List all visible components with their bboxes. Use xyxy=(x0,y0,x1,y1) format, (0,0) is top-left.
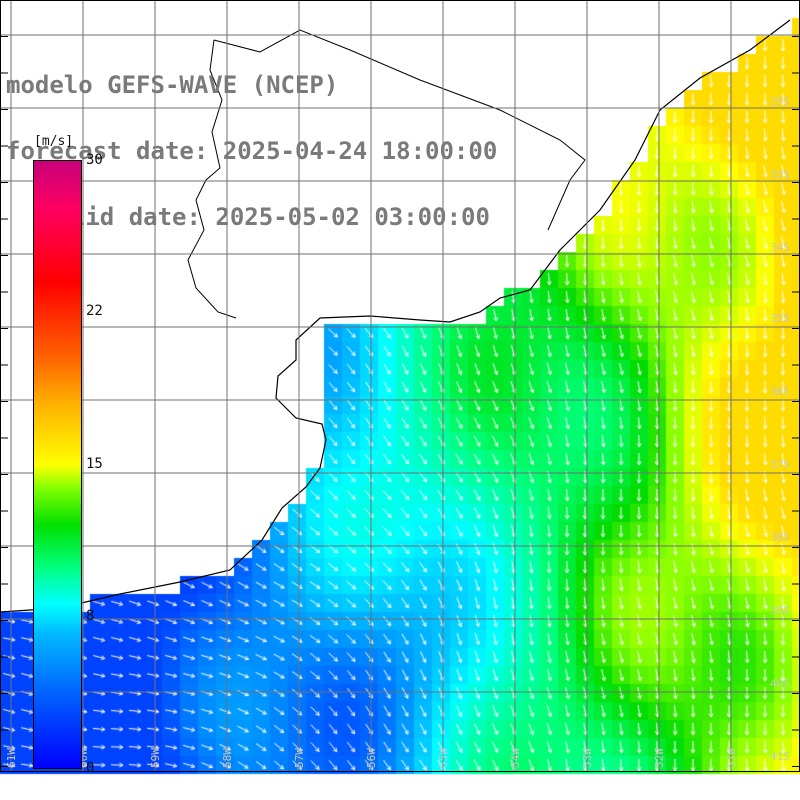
lon-label: 56W xyxy=(365,748,378,768)
lat-label: 38S xyxy=(770,531,790,544)
colorbar-tick-15: 15 xyxy=(86,456,103,472)
lon-label: 54W xyxy=(509,748,522,768)
lat-label: 41S xyxy=(770,750,790,763)
lon-label: 61W xyxy=(5,748,18,768)
colorbar xyxy=(33,160,82,769)
lat-label: 37S xyxy=(770,458,790,471)
lat-label: 34S xyxy=(770,241,790,254)
lon-label: 53W xyxy=(581,748,594,768)
colorbar-tick-8: 8 xyxy=(86,608,95,624)
lon-label: 59W xyxy=(149,748,162,768)
lat-label: 33S xyxy=(770,168,790,181)
colorbar-tick-0: 0 xyxy=(86,760,95,776)
uruguay-border xyxy=(213,29,586,231)
lon-label: 58W xyxy=(221,748,234,768)
model-title: modelo GEFS-WAVE (NCEP) xyxy=(6,71,339,99)
country-border xyxy=(187,39,237,319)
colorbar-tick-30: 30 xyxy=(86,152,103,168)
lon-label: 55W xyxy=(437,748,450,768)
lat-label: 40S xyxy=(770,677,790,690)
forecast-date-label: forecast date: 2025-04-24 18:00:00 xyxy=(6,137,498,165)
lat-label: 36S xyxy=(770,385,790,398)
lat-label: 35S xyxy=(770,312,790,325)
colorbar-unit-label: [m/s] xyxy=(34,134,74,149)
coastline xyxy=(0,19,791,613)
lon-label: 57W xyxy=(293,748,306,768)
lon-label: 51W xyxy=(725,748,738,768)
lat-label: 39S xyxy=(770,604,790,617)
lat-label: 29S xyxy=(770,95,790,108)
colorbar-tick-22: 22 xyxy=(86,303,103,319)
lon-label: 52W xyxy=(653,748,666,768)
